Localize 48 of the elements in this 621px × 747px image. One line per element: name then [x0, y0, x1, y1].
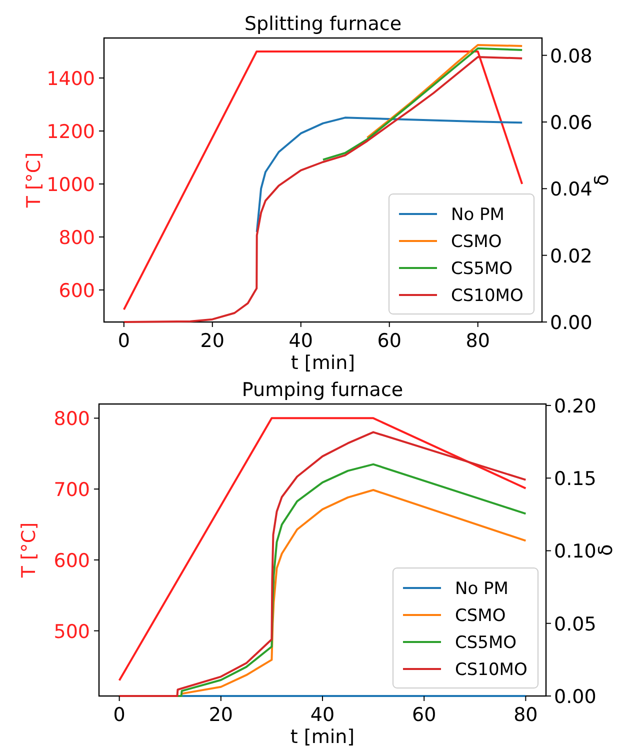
legend-label: No PM	[451, 205, 504, 225]
y-tick-label: 1000	[46, 174, 95, 196]
y-tick-label: 700	[54, 479, 90, 502]
y2-axis-title: δ	[591, 174, 613, 186]
x-tick-label: 0	[113, 704, 126, 726]
x-tick-label: 20	[200, 330, 224, 352]
y-tick-label: 800	[54, 408, 90, 430]
x-tick-label: 80	[514, 704, 538, 726]
y2-tick-label: 0.04	[550, 178, 592, 201]
x-tick-label: 40	[288, 330, 313, 352]
y2-tick-label: 0.10	[554, 540, 596, 563]
y2-tick-label: 0.00	[550, 312, 592, 334]
y-tick-label: 800	[58, 226, 95, 249]
y-tick-label: 600	[58, 280, 95, 302]
y2-axis-title: δ	[595, 544, 617, 556]
line-series	[366, 44, 524, 139]
x-axis-title: t [min]	[290, 352, 356, 374]
x-axis-title: t [min]	[290, 726, 355, 747]
legend-label: CS10MO	[455, 660, 528, 680]
y2-tick-label: 0.08	[550, 45, 592, 68]
legend-label: CSMO	[451, 232, 502, 252]
line-series	[322, 47, 524, 161]
legend-label: CSMO	[455, 606, 506, 626]
x-tick-label: 60	[377, 330, 402, 352]
x-tick-label: 80	[466, 330, 490, 352]
legend-label: No PM	[455, 579, 508, 599]
y-tick-label: 600	[54, 550, 90, 572]
y2-tick-label: 0.02	[550, 245, 592, 268]
legend-label: CS5MO	[455, 633, 517, 653]
x-tick-label: 40	[310, 704, 335, 726]
legend-label: CS10MO	[451, 286, 524, 306]
chart-title: Pumping furnace	[242, 379, 404, 401]
x-tick-label: 0	[118, 330, 130, 352]
y-axis-title: T [°C]	[18, 522, 40, 579]
line-series	[256, 116, 524, 233]
y2-tick-label: 0.00	[554, 686, 596, 708]
x-tick-label: 20	[208, 704, 234, 726]
y-tick-label: 500	[54, 620, 90, 643]
y-axis-title: T [°C]	[23, 152, 45, 209]
legend-label: CS5MO	[451, 259, 513, 279]
x-tick-label: 60	[412, 704, 436, 726]
y2-tick-label: 0.06	[550, 112, 592, 134]
y2-tick-label: 0.20	[554, 395, 596, 418]
y2-tick-label: 0.15	[554, 468, 596, 490]
y-tick-label: 1400	[46, 68, 95, 90]
y-tick-label: 1200	[46, 120, 95, 143]
chart-title: Splitting furnace	[244, 13, 402, 35]
y2-tick-label: 0.05	[554, 613, 596, 636]
